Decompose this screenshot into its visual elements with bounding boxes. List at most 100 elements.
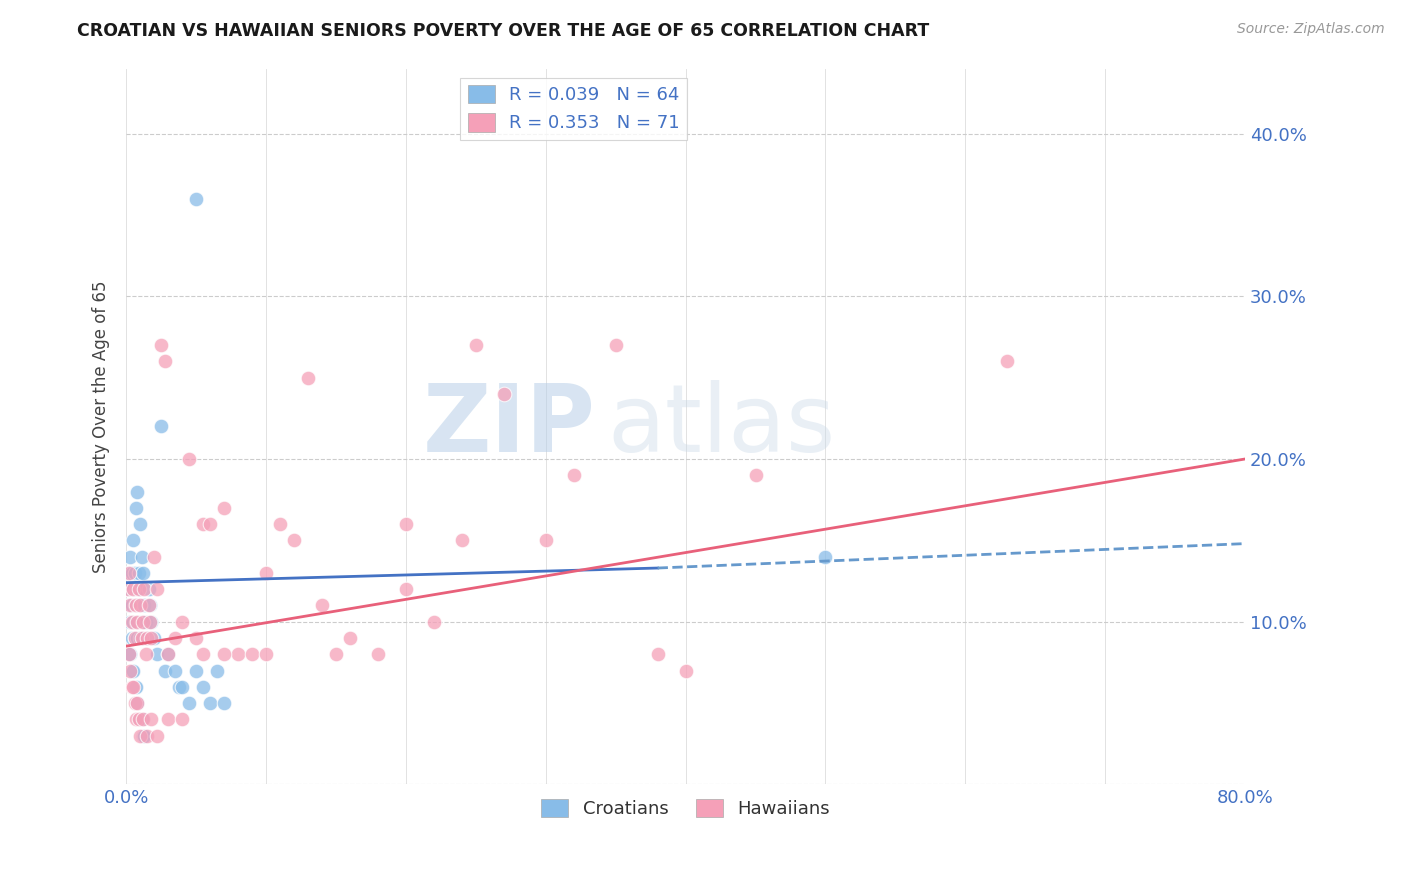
Point [120,582,142,597]
Point [127,615,149,629]
Point [193,517,215,532]
Point [254,566,277,580]
Point [131,712,153,726]
Legend: Croatians, Hawaiians: Croatians, Hawaiians [534,792,837,825]
Point [125,582,148,597]
Point [124,566,146,580]
Point [367,647,389,661]
Point [169,680,191,694]
Point [118,566,141,580]
Point [311,599,333,613]
Text: Source: ZipAtlas.com: Source: ZipAtlas.com [1237,22,1385,37]
Point [132,566,155,580]
Point [139,599,162,613]
Point [124,631,146,645]
Point [134,599,156,613]
Point [179,696,201,710]
Point [240,647,263,661]
Point [120,615,142,629]
Point [200,696,222,710]
Point [134,729,156,743]
Point [205,664,228,678]
Point [283,533,305,548]
Text: ZIP: ZIP [423,381,596,473]
Point [128,712,150,726]
Point [124,680,146,694]
Point [135,615,157,629]
Point [193,680,215,694]
Point [172,680,194,694]
Point [129,712,152,726]
Point [157,647,180,661]
Point [128,712,150,726]
Point [121,664,143,678]
Point [146,582,169,597]
Point [129,729,152,743]
Point [165,631,187,645]
Point [120,599,142,613]
Point [212,647,235,661]
Point [124,599,146,613]
Point [124,696,146,710]
Point [131,615,153,629]
Point [122,582,145,597]
Point [139,615,162,629]
Y-axis label: Seniors Poverty Over the Age of 65: Seniors Poverty Over the Age of 65 [93,280,110,573]
Point [186,192,208,206]
Point [129,517,152,532]
Point [122,533,145,548]
Point [269,517,291,532]
Point [118,647,141,661]
Point [132,729,155,743]
Point [125,615,148,629]
Point [121,631,143,645]
Point [297,370,319,384]
Point [136,729,159,743]
Point [562,468,585,483]
Point [134,582,156,597]
Point [124,631,146,645]
Point [121,566,143,580]
Point [744,468,766,483]
Point [121,599,143,613]
Point [143,549,166,564]
Point [127,631,149,645]
Point [122,680,145,694]
Point [141,615,163,629]
Point [118,566,141,580]
Point [121,615,143,629]
Point [157,647,180,661]
Point [492,387,515,401]
Point [118,599,141,613]
Point [186,631,208,645]
Point [127,696,149,710]
Point [200,517,222,532]
Point [165,664,187,678]
Text: CROATIAN VS HAWAIIAN SENIORS POVERTY OVER THE AGE OF 65 CORRELATION CHART: CROATIAN VS HAWAIIAN SENIORS POVERTY OVE… [77,22,929,40]
Point [127,696,149,710]
Point [125,599,148,613]
Point [179,452,201,467]
Point [129,599,152,613]
Point [138,599,160,613]
Point [146,647,169,661]
Point [122,664,145,678]
Point [146,729,169,743]
Point [128,582,150,597]
Point [464,338,486,352]
Point [157,712,180,726]
Point [254,647,277,661]
Point [395,582,418,597]
Point [117,582,139,597]
Point [605,338,627,352]
Point [129,582,152,597]
Point [132,631,155,645]
Point [212,500,235,515]
Point [135,647,157,661]
Text: atlas: atlas [607,381,835,473]
Point [647,647,669,661]
Point [155,664,177,678]
Point [155,354,177,368]
Point [172,712,194,726]
Point [136,631,159,645]
